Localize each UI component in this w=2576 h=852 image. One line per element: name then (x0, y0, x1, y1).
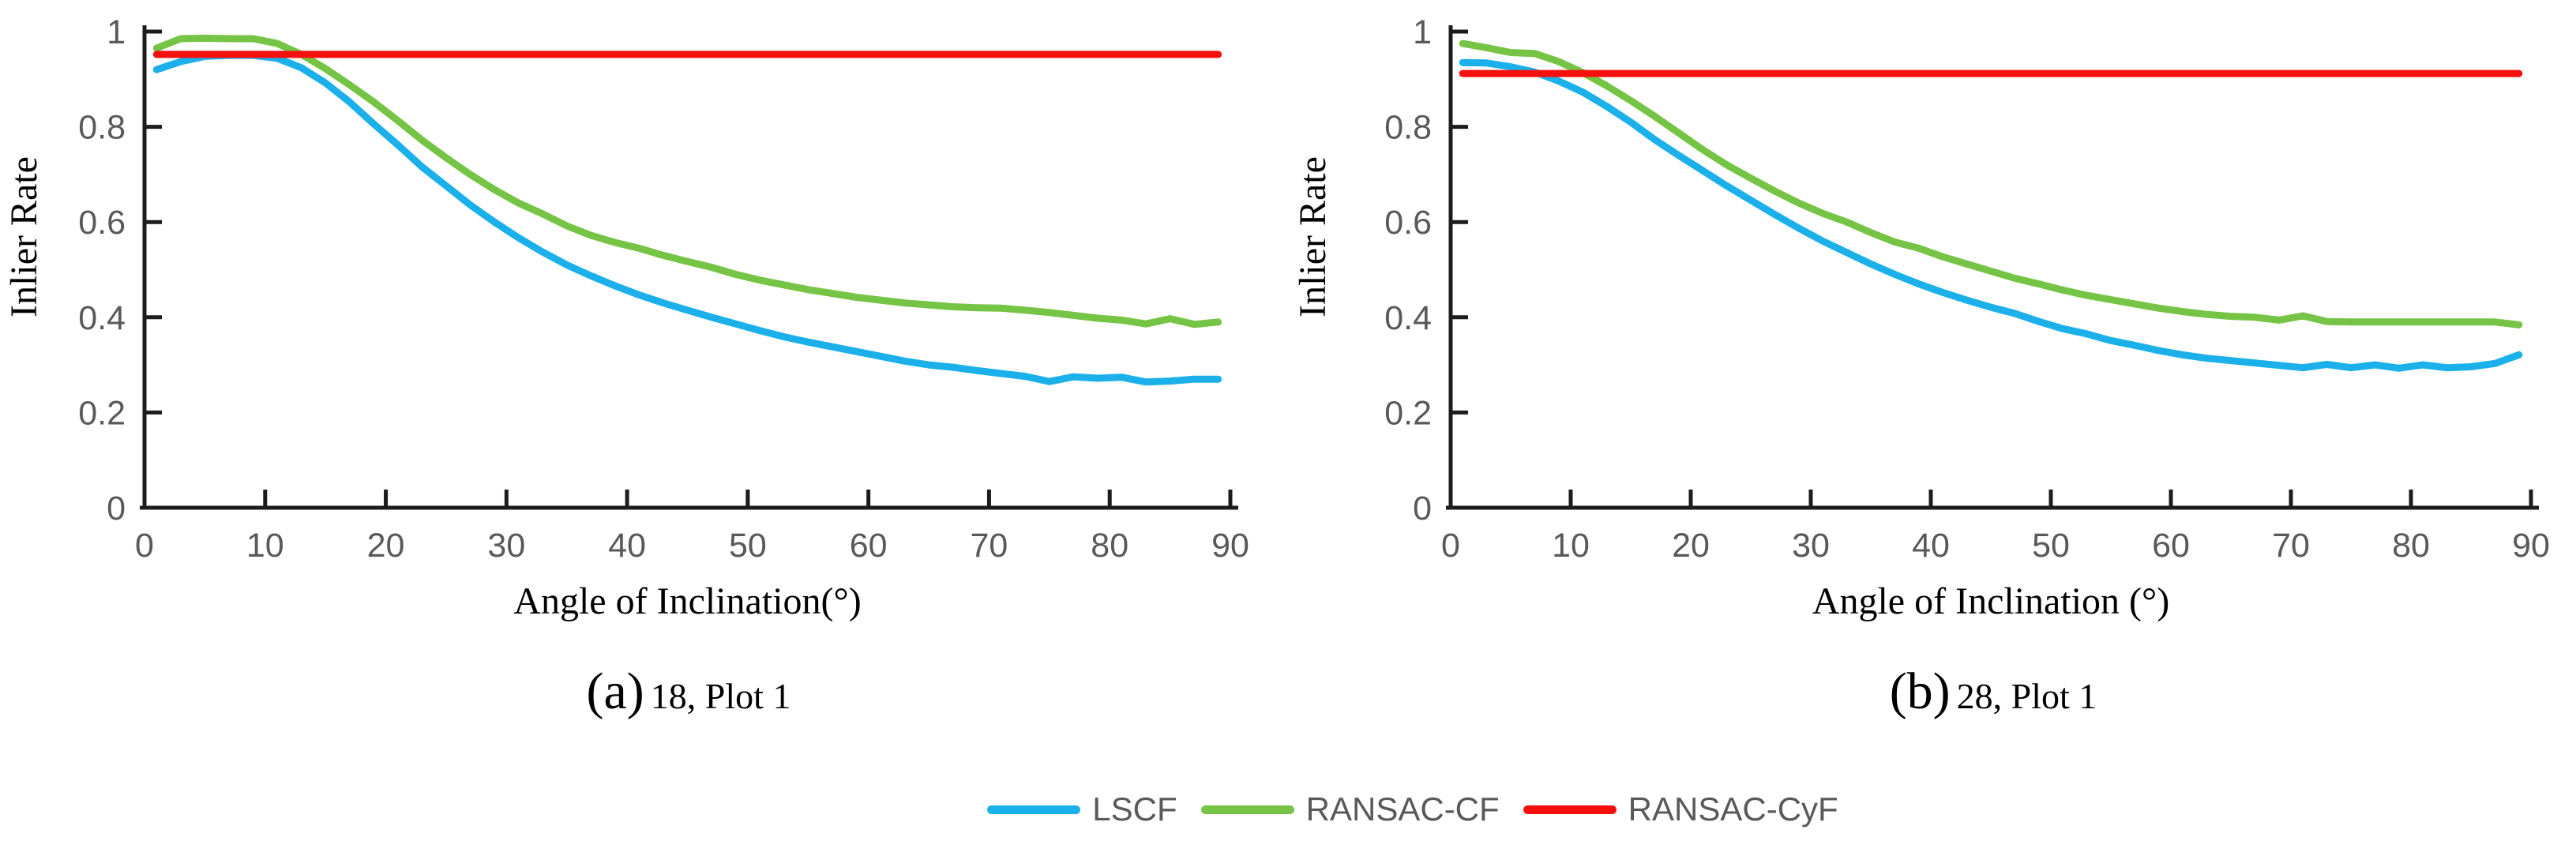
y-tick-label: 0.6 (1384, 204, 1432, 242)
x-tick-label: 90 (2512, 527, 2550, 565)
legend-item-lscf: LSCF (987, 793, 1177, 826)
legend-item-ransac-cyf: RANSAC-CyF (1523, 793, 1838, 826)
y-tick-label: 0 (107, 490, 126, 527)
y-tick-label: 1 (107, 13, 126, 51)
x-tick-label: 50 (2032, 527, 2070, 565)
x-tick-label: 30 (487, 527, 525, 565)
y-tick-label: 0 (1413, 490, 1432, 527)
caption-a-tag: (a) (586, 662, 644, 720)
lscf-line-swatch (987, 805, 1081, 814)
ransac-cf-line-swatch (1200, 805, 1294, 814)
legend-item-ransac-cf: RANSAC-CF (1200, 790, 1500, 828)
line-chart-a: 00.20.40.60.810 10 20 30 40 50 60 70 80 90Inlier … (3, 13, 1249, 622)
caption-a-text: 18, Plot 1 (650, 676, 791, 716)
x-tick-label: 0 (135, 527, 154, 565)
caption-b-text: 28, Plot 1 (1956, 676, 2097, 716)
y-tick-label: 0.8 (78, 109, 126, 147)
x-tick-label: 40 (608, 527, 646, 565)
series-line-lscf (1459, 58, 2523, 372)
y-tick-label: 0.4 (78, 299, 126, 337)
caption-subfigure-a: (a) 18, Plot 1 (587, 662, 791, 722)
y-tick-label: 0.6 (78, 204, 126, 242)
x-tick-label: 10 (246, 527, 284, 565)
x-tick-label: 0 (1441, 527, 1460, 565)
legend: LSCF RANSAC-CF RANSAC-CyF (125, 793, 2576, 826)
x-tick-label: 40 (1912, 527, 1950, 565)
x-tick-label: 20 (1672, 527, 1710, 565)
series-line-ransac-cf (152, 34, 1222, 328)
x-tick-label: 90 (1211, 527, 1249, 565)
y-tick-label: 0.2 (78, 394, 126, 432)
x-tick-label: 50 (729, 527, 767, 565)
ransac-cyf-line-swatch (1523, 805, 1617, 814)
y-axis-title: Inlier Rate (3, 156, 45, 317)
x-tick-label: 70 (2272, 527, 2310, 565)
x-tick-label: 30 (1792, 527, 1830, 565)
x-tick-label: 70 (971, 527, 1008, 565)
x-tick-label: 80 (1091, 527, 1128, 565)
x-tick-label: 20 (367, 527, 405, 565)
x-tick-label: 60 (850, 527, 888, 565)
ransac-cf-legend-label: RANSAC-CF (1305, 790, 1500, 828)
y-tick-label: 1 (1413, 13, 1432, 51)
y-axis-title: Inlier Rate (1292, 156, 1334, 317)
x-tick-label: 60 (2152, 527, 2190, 565)
series-line-ransac-cf (1459, 39, 2523, 328)
x-tick-label: 80 (2392, 527, 2430, 565)
series-line-lscf (152, 51, 1222, 386)
caption-b-tag: (b) (1889, 662, 1951, 720)
y-tick-label: 0.2 (1384, 394, 1432, 432)
x-axis-title: Angle of Inclination(°) (513, 580, 861, 622)
line-chart-b: 00.20.40.60.810 10 20 30 40 50 60 70 80 90Inlier … (1292, 13, 2550, 622)
x-axis-title: Angle of Inclination (°) (1812, 580, 2169, 622)
x-tick-label: 10 (1552, 527, 1590, 565)
y-tick-label: 0.4 (1384, 299, 1432, 337)
caption-subfigure-b: (b) 28, Plot 1 (1890, 662, 2097, 722)
ransac-cyf-legend-label: RANSAC-CyF (1628, 790, 1838, 828)
y-tick-label: 0.8 (1384, 109, 1432, 147)
lscf-legend-label: LSCF (1092, 790, 1177, 828)
